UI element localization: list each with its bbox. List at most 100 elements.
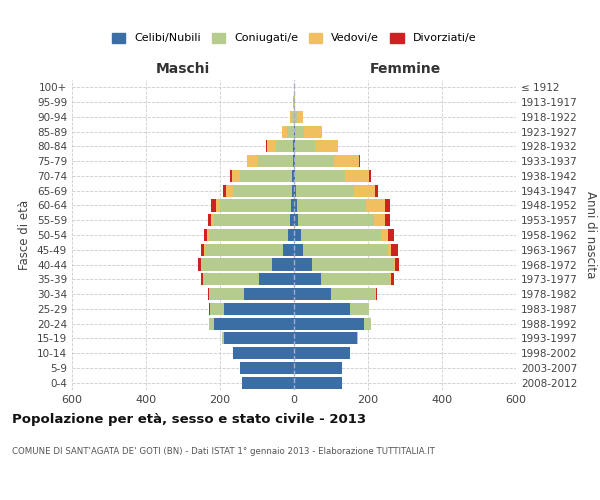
Bar xyxy=(241,170,292,182)
Bar xyxy=(258,155,293,167)
Bar xyxy=(294,258,312,270)
Bar xyxy=(233,347,294,359)
Bar xyxy=(294,376,342,388)
Bar xyxy=(224,303,294,315)
Bar xyxy=(294,318,364,330)
Bar xyxy=(294,288,331,300)
Bar xyxy=(294,347,350,359)
Bar xyxy=(296,184,355,197)
Bar xyxy=(295,126,304,138)
Bar xyxy=(204,229,207,241)
Bar xyxy=(294,126,295,138)
Bar xyxy=(283,244,294,256)
Y-axis label: Anni di nascita: Anni di nascita xyxy=(584,192,597,278)
Bar xyxy=(208,288,209,300)
Bar xyxy=(230,170,232,182)
Bar xyxy=(294,332,357,344)
Bar xyxy=(209,318,214,330)
Bar xyxy=(294,200,296,211)
Bar xyxy=(304,126,322,138)
Bar xyxy=(294,244,303,256)
Bar xyxy=(294,140,295,152)
Bar xyxy=(364,318,371,330)
Bar xyxy=(214,318,294,330)
Bar xyxy=(224,332,294,344)
Bar xyxy=(315,140,338,152)
Bar xyxy=(294,170,295,182)
Bar xyxy=(295,155,334,167)
Bar xyxy=(370,170,371,182)
Bar xyxy=(202,258,272,270)
Bar xyxy=(395,258,399,270)
Legend: Celibi/Nubili, Coniugati/e, Vedovi/e, Divorziati/e: Celibi/Nubili, Coniugati/e, Vedovi/e, Di… xyxy=(112,32,476,44)
Bar xyxy=(244,288,294,300)
Bar xyxy=(203,273,259,285)
Bar xyxy=(242,376,294,388)
Bar xyxy=(331,288,376,300)
Bar xyxy=(232,170,241,182)
Bar xyxy=(355,184,374,197)
Bar xyxy=(303,244,388,256)
Text: Maschi: Maschi xyxy=(156,62,210,76)
Bar xyxy=(293,155,294,167)
Bar xyxy=(294,214,298,226)
Bar xyxy=(259,273,294,285)
Bar xyxy=(214,214,290,226)
Bar xyxy=(385,200,390,211)
Bar xyxy=(359,155,360,167)
Bar xyxy=(201,273,203,285)
Bar xyxy=(390,273,391,285)
Bar xyxy=(385,214,390,226)
Bar xyxy=(216,200,220,211)
Bar xyxy=(376,288,377,300)
Bar xyxy=(350,303,369,315)
Bar xyxy=(295,111,296,123)
Bar xyxy=(290,200,294,211)
Bar xyxy=(388,244,391,256)
Bar xyxy=(292,111,294,123)
Bar xyxy=(320,273,390,285)
Bar xyxy=(201,244,205,256)
Bar xyxy=(233,184,292,197)
Bar xyxy=(247,155,258,167)
Bar xyxy=(292,184,294,197)
Bar xyxy=(208,214,211,226)
Bar xyxy=(292,170,294,182)
Bar xyxy=(209,303,224,315)
Bar xyxy=(205,244,283,256)
Bar xyxy=(198,258,201,270)
Bar xyxy=(374,214,385,226)
Bar xyxy=(211,200,216,211)
Bar xyxy=(220,200,290,211)
Text: Popolazione per età, sesso e stato civile - 2013: Popolazione per età, sesso e stato civil… xyxy=(12,412,366,426)
Bar xyxy=(334,155,359,167)
Bar xyxy=(394,258,395,270)
Bar xyxy=(374,184,377,197)
Bar xyxy=(272,258,294,270)
Y-axis label: Fasce di età: Fasce di età xyxy=(19,200,31,270)
Bar xyxy=(223,184,226,197)
Bar xyxy=(294,362,342,374)
Bar xyxy=(209,229,288,241)
Bar xyxy=(241,362,294,374)
Bar xyxy=(369,303,370,315)
Bar xyxy=(357,332,358,344)
Bar xyxy=(295,170,346,182)
Bar xyxy=(294,229,301,241)
Bar xyxy=(207,229,209,241)
Bar xyxy=(301,229,382,241)
Bar xyxy=(290,111,292,123)
Bar xyxy=(296,200,366,211)
Bar xyxy=(294,303,350,315)
Bar xyxy=(391,273,394,285)
Bar xyxy=(391,244,398,256)
Bar xyxy=(226,184,233,197)
Text: COMUNE DI SANT'AGATA DE' GOTI (BN) - Dati ISTAT 1° gennaio 2013 - Elaborazione T: COMUNE DI SANT'AGATA DE' GOTI (BN) - Dat… xyxy=(12,448,435,456)
Bar xyxy=(266,140,275,152)
Bar xyxy=(296,111,303,123)
Bar xyxy=(382,229,388,241)
Bar xyxy=(312,258,394,270)
Bar xyxy=(293,140,294,152)
Bar xyxy=(294,273,320,285)
Bar xyxy=(222,332,224,344)
